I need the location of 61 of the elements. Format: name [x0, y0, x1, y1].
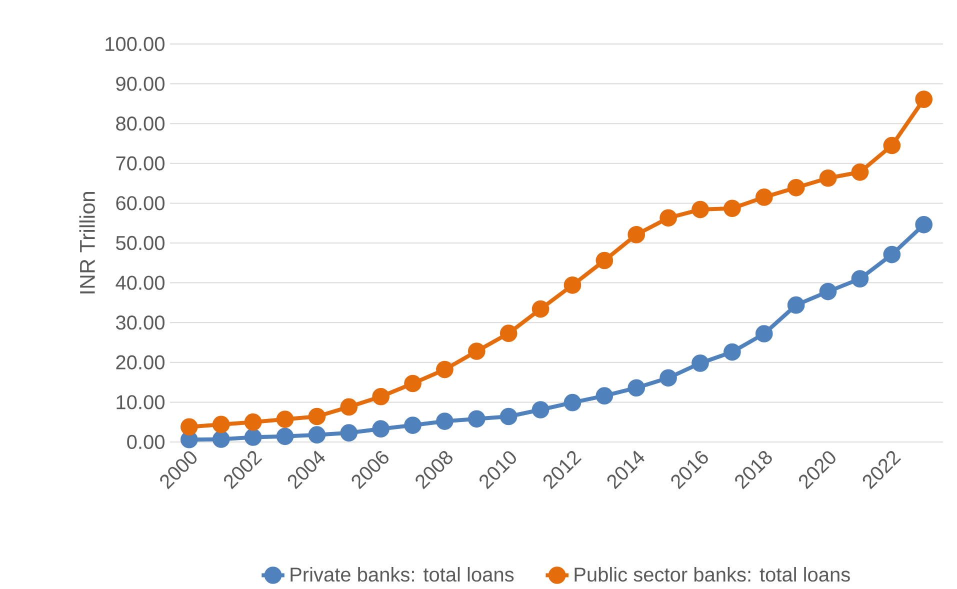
point — [436, 412, 454, 430]
point — [244, 428, 262, 446]
point — [276, 410, 294, 428]
point — [851, 164, 869, 181]
point — [308, 408, 326, 426]
point — [372, 420, 390, 438]
y-tick-label: 0.00 — [127, 435, 164, 450]
legend-label: Private banks: total loans — [290, 567, 514, 582]
point — [276, 428, 294, 446]
point — [755, 188, 773, 206]
point — [819, 170, 837, 187]
y-tick-label: 80.00 — [116, 116, 164, 131]
point — [468, 410, 486, 428]
point — [755, 325, 773, 342]
point — [564, 394, 582, 412]
y-tick-label: 20.00 — [116, 355, 164, 370]
point — [532, 401, 550, 419]
y-tick-label: 70.00 — [116, 156, 164, 171]
point — [819, 282, 837, 300]
point — [851, 270, 869, 288]
point — [787, 179, 805, 196]
point — [915, 216, 932, 234]
y-tick-label: 10.00 — [116, 395, 164, 410]
point — [692, 354, 709, 372]
point — [340, 424, 358, 442]
y-tick-label: 50.00 — [116, 236, 164, 250]
y-axis-title: INR Trillion — [79, 192, 95, 294]
y-tick-label: 40.00 — [116, 276, 164, 290]
point — [180, 418, 198, 436]
point — [596, 387, 614, 405]
point — [500, 408, 518, 426]
point — [212, 416, 230, 434]
point — [340, 398, 358, 416]
legend-label: Public sector banks: total loans — [574, 567, 850, 582]
point — [404, 374, 422, 392]
point — [660, 369, 677, 387]
point — [564, 276, 582, 294]
point — [500, 324, 518, 342]
point — [372, 388, 390, 406]
point — [436, 360, 454, 378]
point — [660, 209, 677, 227]
point — [883, 246, 901, 264]
point — [787, 296, 805, 314]
y-tick-label: 90.00 — [116, 76, 164, 91]
point — [915, 90, 932, 108]
point — [404, 416, 422, 434]
point — [244, 414, 262, 431]
point — [692, 200, 709, 218]
point — [308, 426, 326, 444]
point — [628, 226, 646, 244]
point — [468, 342, 486, 360]
point — [532, 300, 550, 318]
point — [724, 200, 741, 218]
point — [628, 379, 646, 397]
y-tick-label: 30.00 — [116, 316, 164, 330]
point — [212, 430, 230, 448]
point — [596, 252, 614, 270]
point — [724, 343, 741, 361]
y-tick-label: 60.00 — [116, 196, 164, 210]
point — [883, 136, 901, 154]
y-tick-label: 100.00 — [106, 37, 164, 52]
